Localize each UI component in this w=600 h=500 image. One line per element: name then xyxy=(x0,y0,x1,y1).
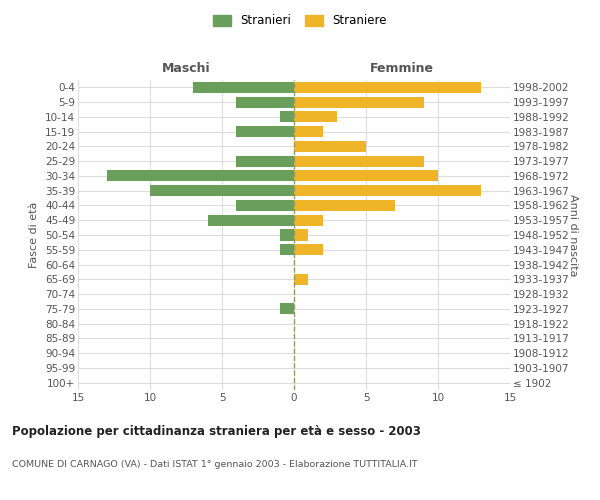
Bar xyxy=(294,185,481,196)
Bar xyxy=(294,244,323,256)
Y-axis label: Anni di nascita: Anni di nascita xyxy=(568,194,578,276)
Bar xyxy=(280,230,294,240)
Bar xyxy=(294,96,424,108)
Bar xyxy=(294,274,308,285)
Text: Popolazione per cittadinanza straniera per età e sesso - 2003: Popolazione per cittadinanza straniera p… xyxy=(12,425,421,438)
Bar xyxy=(236,156,294,166)
Bar xyxy=(193,82,294,93)
Bar xyxy=(280,304,294,314)
Bar xyxy=(294,82,481,93)
Bar xyxy=(236,126,294,137)
Bar xyxy=(280,244,294,256)
Bar xyxy=(294,156,424,166)
Bar xyxy=(294,170,438,181)
Bar xyxy=(150,185,294,196)
Bar xyxy=(294,230,308,240)
Bar xyxy=(208,214,294,226)
Bar xyxy=(294,112,337,122)
Bar xyxy=(294,200,395,211)
Y-axis label: Fasce di età: Fasce di età xyxy=(29,202,40,268)
Text: COMUNE DI CARNAGO (VA) - Dati ISTAT 1° gennaio 2003 - Elaborazione TUTTITALIA.IT: COMUNE DI CARNAGO (VA) - Dati ISTAT 1° g… xyxy=(12,460,418,469)
Bar xyxy=(107,170,294,181)
Bar xyxy=(294,214,323,226)
Bar xyxy=(294,126,323,137)
Bar xyxy=(294,141,366,152)
Text: Maschi: Maschi xyxy=(161,62,211,75)
Legend: Stranieri, Straniere: Stranieri, Straniere xyxy=(209,11,391,31)
Text: Femmine: Femmine xyxy=(370,62,434,75)
Bar xyxy=(236,96,294,108)
Bar xyxy=(236,200,294,211)
Bar xyxy=(280,112,294,122)
